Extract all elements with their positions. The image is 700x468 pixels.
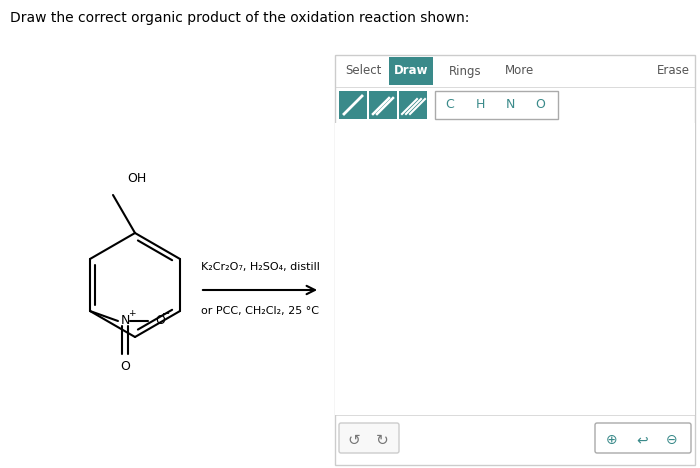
Bar — [335, 123, 695, 415]
Text: H: H — [475, 98, 484, 111]
Text: ↺: ↺ — [348, 432, 360, 447]
Text: Erase: Erase — [657, 65, 689, 78]
Text: C: C — [446, 98, 454, 111]
FancyBboxPatch shape — [389, 57, 433, 85]
Text: K₂Cr₂O₇, H₂SO₄, distill: K₂Cr₂O₇, H₂SO₄, distill — [201, 262, 319, 272]
Text: O: O — [155, 314, 164, 328]
Text: N: N — [120, 314, 130, 328]
Text: O: O — [535, 98, 545, 111]
Bar — [369, 91, 397, 119]
Text: or PCC, CH₂Cl₂, 25 °C: or PCC, CH₂Cl₂, 25 °C — [201, 306, 319, 316]
Text: Rings: Rings — [449, 65, 482, 78]
Bar — [339, 91, 367, 119]
FancyBboxPatch shape — [435, 91, 558, 119]
Text: More: More — [505, 65, 535, 78]
Text: +: + — [128, 309, 136, 319]
Text: −: − — [162, 309, 170, 319]
Text: N: N — [505, 98, 514, 111]
Text: Select: Select — [345, 65, 382, 78]
Text: Draw: Draw — [393, 65, 428, 78]
Text: ↩: ↩ — [636, 433, 648, 447]
Bar — [399, 91, 427, 119]
FancyBboxPatch shape — [595, 423, 691, 453]
Bar — [335, 55, 695, 465]
Text: ↻: ↻ — [376, 432, 389, 447]
Text: OH: OH — [127, 172, 146, 185]
Text: O: O — [120, 360, 130, 373]
Text: ⊕: ⊕ — [606, 433, 618, 447]
Text: ⊖: ⊖ — [666, 433, 678, 447]
Text: Draw the correct organic product of the oxidation reaction shown:: Draw the correct organic product of the … — [10, 11, 470, 25]
FancyBboxPatch shape — [339, 423, 399, 453]
